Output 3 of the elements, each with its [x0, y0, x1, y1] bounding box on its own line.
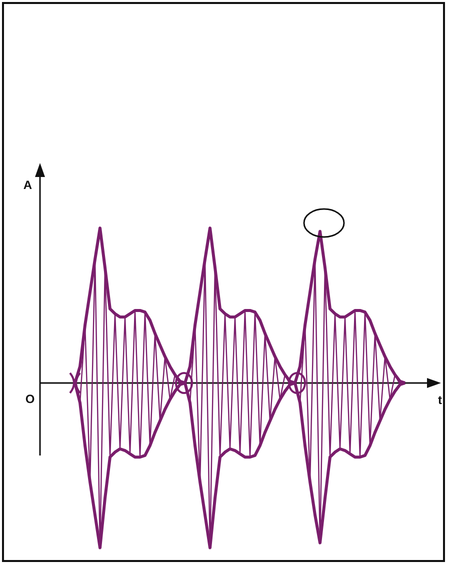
text: O — [25, 392, 35, 406]
y-axis-title: A — [23, 178, 32, 192]
x-axis-title: t — [438, 392, 442, 407]
